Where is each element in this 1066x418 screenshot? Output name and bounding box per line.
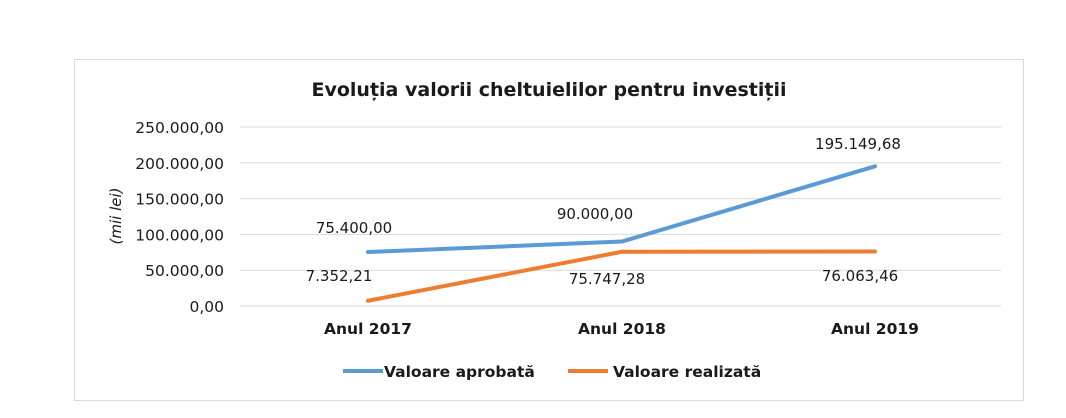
chart-title: Evoluția valorii cheltuielilor pentru in…	[312, 79, 787, 101]
x-tick-label: Anul 2018	[578, 320, 666, 338]
legend-label: Valoare realizată	[613, 363, 761, 381]
series-line	[366, 249, 877, 303]
data-label: 75.400,00	[316, 219, 392, 237]
legend-label: Valoare aprobată	[384, 363, 535, 381]
x-tick-label: Anul 2019	[831, 320, 919, 338]
y-tick-label: 150.000,00	[135, 191, 224, 209]
chart-frame	[74, 59, 1024, 401]
data-labels: 75.400,00 90.000,00 195.149,68 7.352,21 75.7…	[306, 135, 901, 288]
gridlines	[240, 126, 1001, 307]
x-tick-labels: Anul 2017 Anul 2018 Anul 2019	[324, 320, 919, 338]
data-label: 90.000,00	[557, 205, 633, 223]
data-label: 195.149,68	[815, 135, 901, 153]
y-axis-label: (mii lei)	[107, 188, 125, 245]
series-lines	[366, 164, 877, 303]
series-line	[366, 164, 877, 255]
y-tick-label: 100.000,00	[135, 226, 224, 244]
x-tick-label: Anul 2017	[324, 320, 412, 338]
y-tick-label: 200.000,00	[135, 155, 224, 173]
y-tick-label: 0,00	[189, 298, 224, 316]
y-tick-label: 250.000,00	[135, 119, 224, 137]
data-label: 7.352,21	[306, 267, 373, 285]
y-tick-label: 50.000,00	[145, 262, 224, 280]
y-tick-labels: 0,00 50.000,00 100.000,00 150.000,00 200.000…	[135, 119, 224, 316]
data-label: 75.747,28	[569, 270, 645, 288]
data-label: 76.063,46	[822, 267, 898, 285]
legend: Valoare aprobată Valoare realizată	[343, 363, 761, 381]
